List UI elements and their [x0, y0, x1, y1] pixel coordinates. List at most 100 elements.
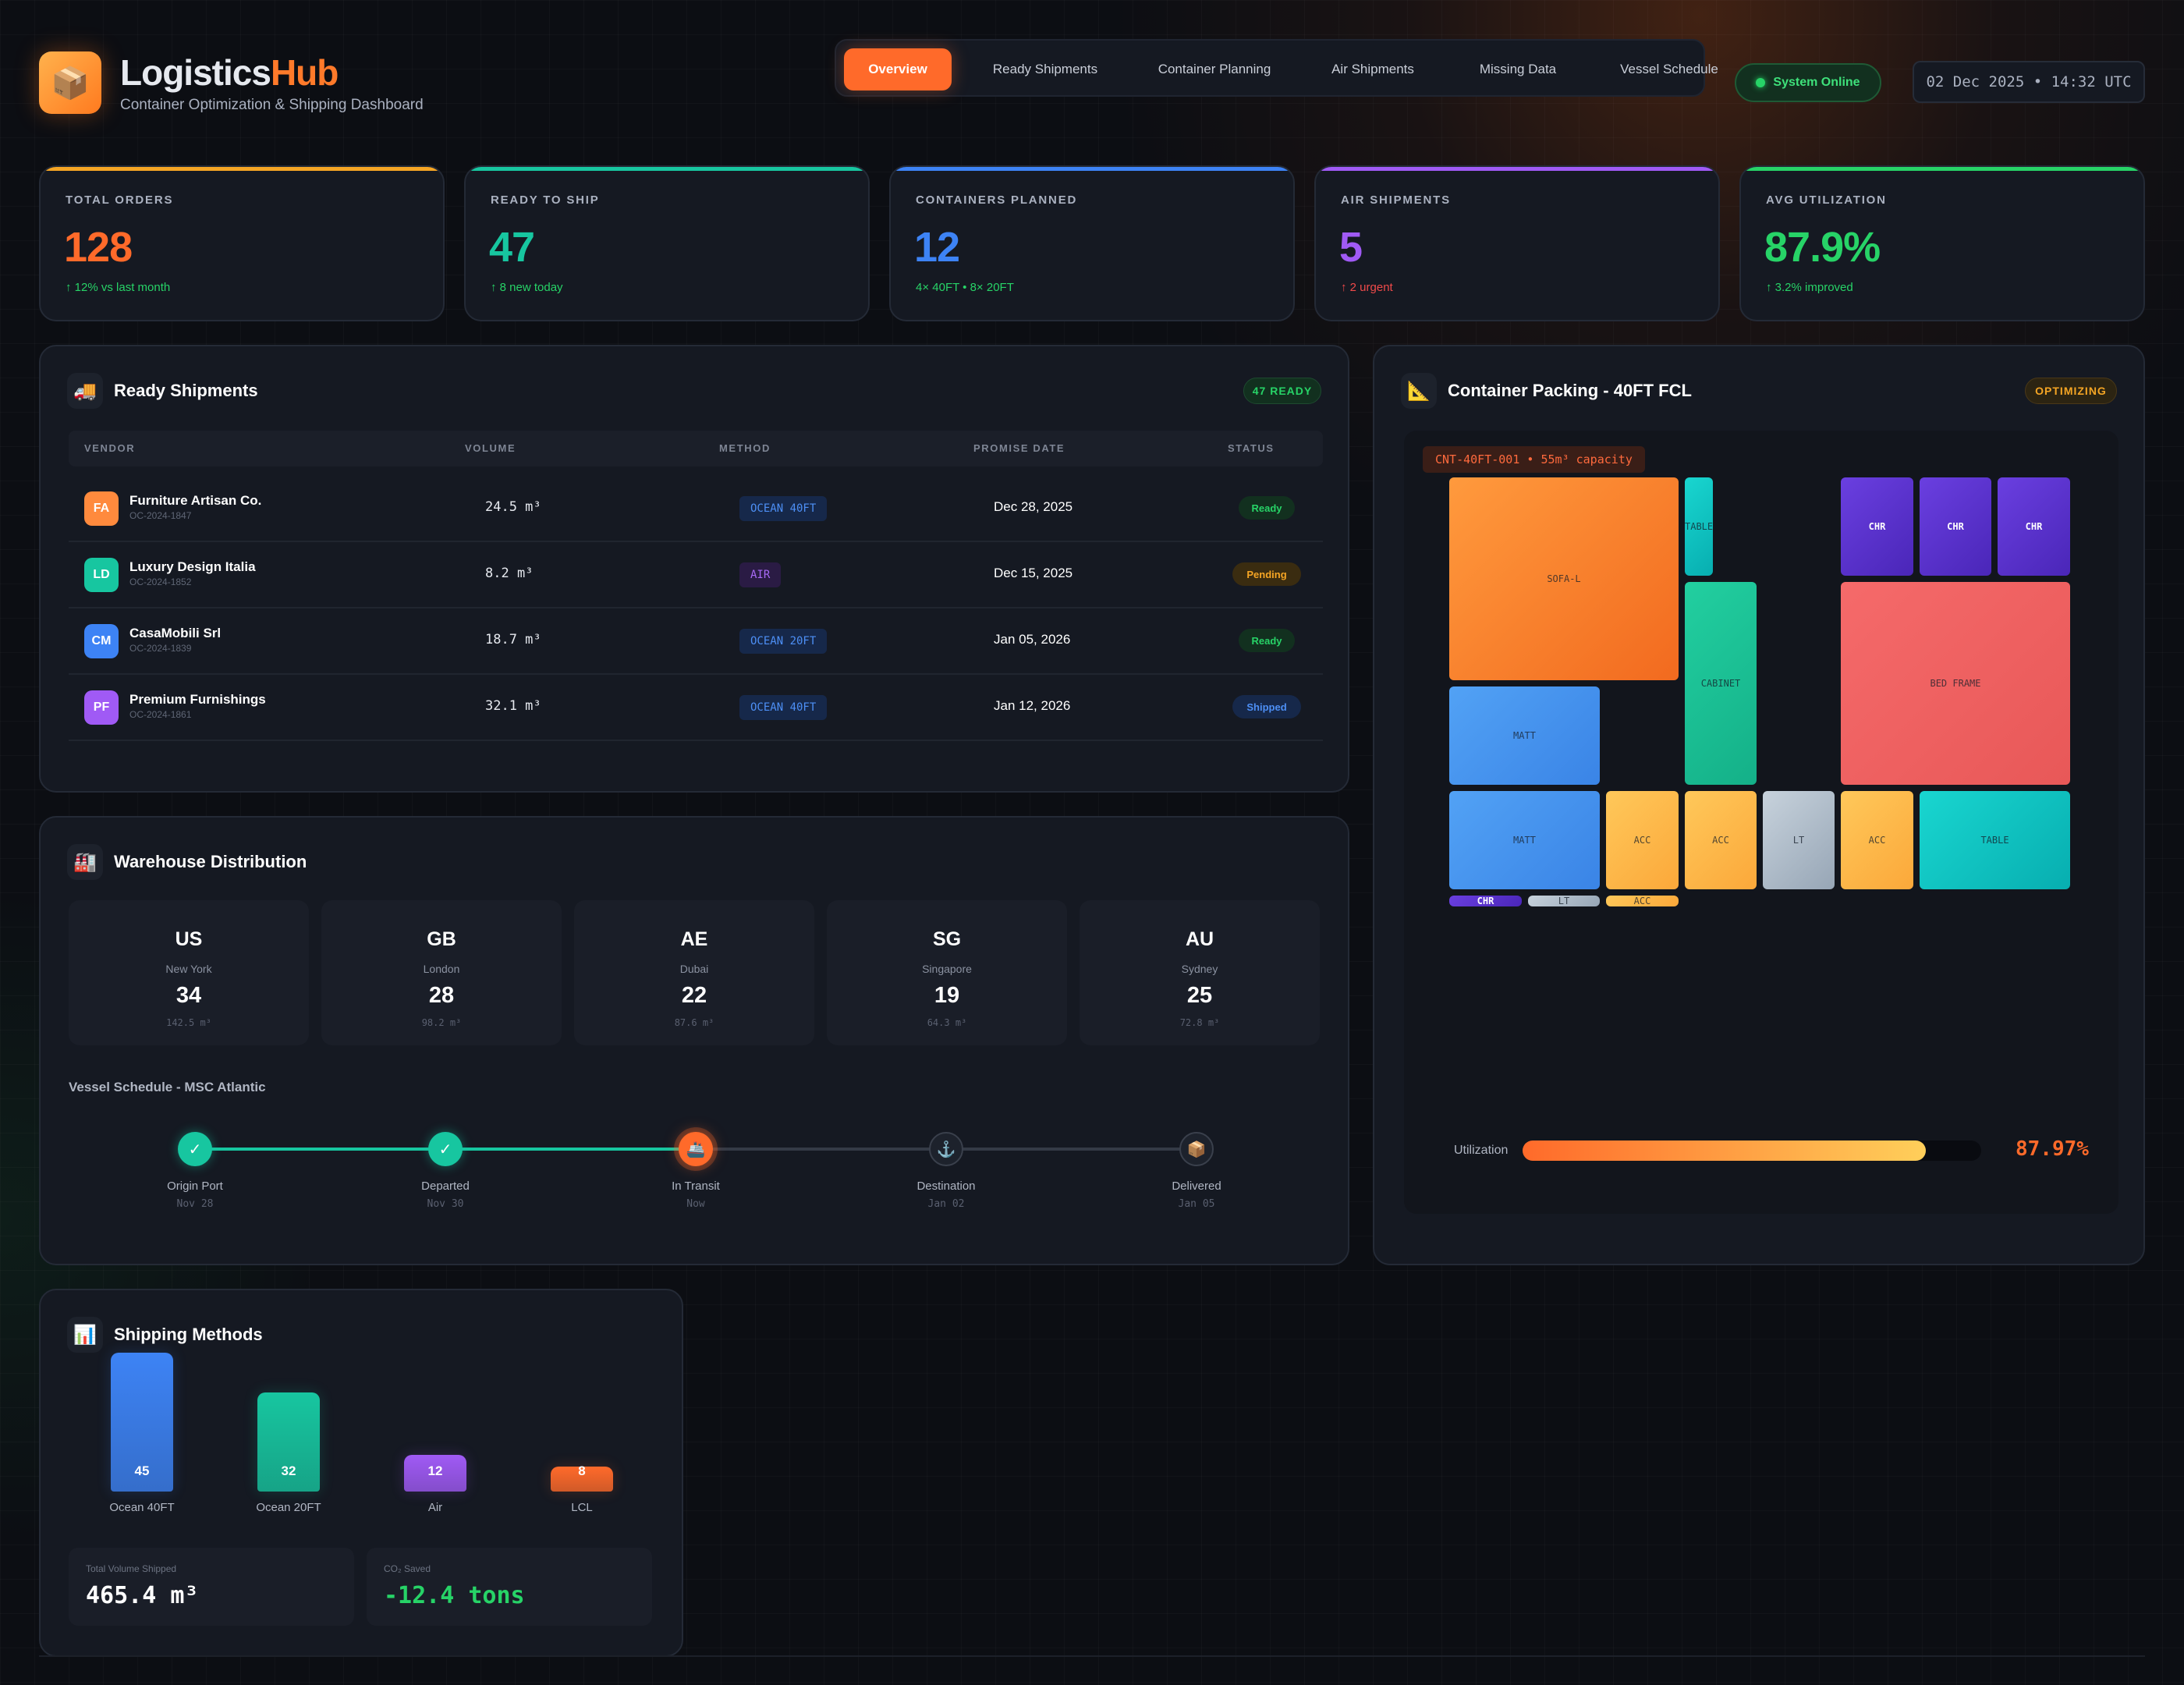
- anchor-icon: ⚓: [929, 1132, 963, 1166]
- timeline-step-label: Destination: [916, 1180, 976, 1193]
- table-row[interactable]: FA Furniture Artisan Co. OC-2024-1847 24.5 …: [69, 476, 1323, 542]
- tab-vessel-schedule[interactable]: Vessel Schedule: [1620, 62, 1718, 76]
- vendor-name: Furniture Artisan Co.: [129, 493, 262, 508]
- factory-icon: 🏭: [67, 844, 103, 880]
- tab-container-planning[interactable]: Container Planning: [1158, 62, 1271, 76]
- shipment-volume: 18.7 m³: [485, 632, 541, 647]
- departed-check-icon: ✓: [428, 1132, 463, 1166]
- warehouse-tile[interactable]: AU Sydney 25 72.8 m³: [1080, 900, 1320, 1045]
- bar-value-label: 45: [134, 1463, 150, 1478]
- cargo-item-sofa-l[interactable]: SOFA-L: [1449, 477, 1679, 680]
- warehouse-country-code: GB: [427, 928, 456, 950]
- timeline-step-date: Jan 05: [1178, 1198, 1215, 1210]
- warehouse-count: 19: [934, 983, 960, 1008]
- vendor-name: Premium Furnishings: [129, 692, 266, 707]
- tab-overview[interactable]: Overview: [844, 48, 952, 90]
- cargo-item-table[interactable]: TABLE: [1920, 791, 2070, 889]
- cargo-item-acc[interactable]: ACC: [1841, 791, 1913, 889]
- total-volume-label: Total Volume Shipped: [86, 1563, 177, 1574]
- stat-label: AIR SHIPMENTS: [1341, 193, 1451, 207]
- bar-ocean-40ft[interactable]: [111, 1353, 173, 1492]
- system-status-text: System Online: [1773, 76, 1860, 89]
- co2-saved-value: -12.4 tons: [384, 1582, 525, 1609]
- vendor-avatar: CM: [84, 624, 119, 658]
- order-id: OC-2024-1852: [129, 576, 192, 587]
- stat-subtext: ↑ 12% vs last month: [66, 281, 171, 294]
- stat-accent-bar: [41, 167, 443, 171]
- warehouse-title: Warehouse Distribution: [114, 852, 307, 871]
- container-id-tag: CNT-40FT-001 • 55m³ capacity: [1423, 446, 1645, 473]
- container-visualization: CNT-40FT-001 • 55m³ capacity SOFA-L TABLE…: [1404, 431, 2118, 1214]
- warehouse-tile[interactable]: SG Singapore 19 64.3 m³: [827, 900, 1067, 1045]
- bar-air[interactable]: [404, 1455, 466, 1492]
- shipment-volume: 8.2 m³: [485, 566, 534, 581]
- stat-subtext: ↑ 3.2% improved: [1766, 281, 1853, 294]
- cargo-item-acc[interactable]: ACC: [1685, 791, 1757, 889]
- origin-check-icon: ✓: [178, 1132, 212, 1166]
- warehouse-volume: 98.2 m³: [421, 1017, 462, 1028]
- stat-value: 87.9%: [1764, 224, 1881, 271]
- warehouse-count: 34: [176, 983, 202, 1008]
- stat-accent-bar: [891, 167, 1293, 171]
- vendor-avatar: PF: [84, 690, 119, 725]
- warehouse-tile[interactable]: AE Dubai 22 87.6 m³: [574, 900, 814, 1045]
- status-badge: Pending: [1232, 562, 1301, 586]
- bar-category-label: Air: [427, 1501, 443, 1514]
- cargo-item-lt[interactable]: LT: [1528, 896, 1600, 906]
- shipping-methods-title: Shipping Methods: [114, 1325, 263, 1344]
- method-badge: OCEAN 40FT: [739, 496, 828, 521]
- cargo-item-matt[interactable]: MATT: [1449, 686, 1600, 785]
- timeline-step-label: Delivered: [1172, 1180, 1221, 1193]
- warehouse-tile[interactable]: US New York 34 142.5 m³: [69, 900, 309, 1045]
- bar-value-label: 8: [578, 1463, 586, 1478]
- cargo-item-chr[interactable]: CHR: [1841, 477, 1913, 576]
- bar-lcl[interactable]: [551, 1467, 613, 1492]
- stat-subtext: ↑ 2 urgent: [1341, 281, 1393, 294]
- cargo-item-chr[interactable]: CHR: [1449, 896, 1522, 906]
- warehouse-count: 22: [681, 983, 707, 1008]
- brand-accent-text: Hub: [270, 52, 339, 93]
- warehouse-city: Sydney: [1181, 963, 1218, 975]
- stat-accent-bar: [1741, 167, 2143, 171]
- warehouse-tile[interactable]: GB London 28 98.2 m³: [321, 900, 562, 1045]
- clock-display: 02 Dec 2025 • 14:32 UTC: [1913, 61, 2145, 103]
- cargo-item-matt[interactable]: MATT: [1449, 791, 1600, 889]
- logo-package-icon: 📦: [39, 51, 101, 114]
- truck-icon: 🚚: [67, 373, 103, 409]
- cargo-item-table[interactable]: TABLE: [1685, 477, 1714, 576]
- table-row[interactable]: CM CasaMobili Srl OC-2024-1839 18.7 m³ OCEAN…: [69, 608, 1323, 675]
- cargo-item-chr[interactable]: CHR: [1920, 477, 1991, 576]
- cargo-item-cabinet[interactable]: CABINET: [1685, 582, 1757, 785]
- method-badge: AIR: [739, 562, 782, 587]
- co2-saved-panel: CO₂ Saved -12.4 tons: [367, 1548, 652, 1626]
- status-badge: Shipped: [1232, 695, 1301, 718]
- stat-label: AVG UTILIZATION: [1766, 193, 1887, 207]
- cargo-item-chr[interactable]: CHR: [1998, 477, 2070, 576]
- brand-name: LogisticsHub: [120, 51, 339, 94]
- bar-value-label: 12: [427, 1463, 443, 1478]
- timeline-step-label: In Transit: [672, 1180, 720, 1193]
- tab-air-shipments[interactable]: Air Shipments: [1331, 62, 1414, 76]
- method-badge: OCEAN 20FT: [739, 629, 828, 654]
- utilization-bar-fill: [1523, 1140, 1927, 1161]
- timeline-step-label: Departed: [421, 1180, 470, 1193]
- brand-main-text: Logistics: [120, 52, 271, 93]
- warehouse-country-code: US: [175, 928, 203, 950]
- table-row[interactable]: LD Luxury Design Italia OC-2024-1852 8.2 m³…: [69, 542, 1323, 608]
- warehouse-volume: 64.3 m³: [927, 1017, 967, 1028]
- timeline-step-date: Jan 02: [927, 1198, 965, 1210]
- table-row[interactable]: PF Premium Furnishings OC-2024-1861 32.1 m³…: [69, 675, 1323, 741]
- footer-divider: [39, 1655, 2145, 1657]
- cargo-item-lt[interactable]: LT: [1763, 791, 1835, 889]
- bar-ocean-20ft[interactable]: [257, 1392, 320, 1492]
- cargo-item-bed-frame[interactable]: BED FRAME: [1841, 582, 2070, 785]
- cargo-item-acc[interactable]: ACC: [1606, 896, 1679, 906]
- tab-missing-data[interactable]: Missing Data: [1479, 62, 1557, 76]
- brand-subtitle: Container Optimization & Shipping Dashbo…: [120, 97, 424, 113]
- col-method: METHOD: [719, 442, 771, 454]
- ready-shipments-title: Ready Shipments: [114, 381, 258, 400]
- status-badge: Ready: [1239, 496, 1295, 520]
- stat-label: READY TO SHIP: [491, 193, 600, 207]
- tab-ready-shipments[interactable]: Ready Shipments: [992, 62, 1098, 76]
- cargo-item-acc[interactable]: ACC: [1606, 791, 1679, 889]
